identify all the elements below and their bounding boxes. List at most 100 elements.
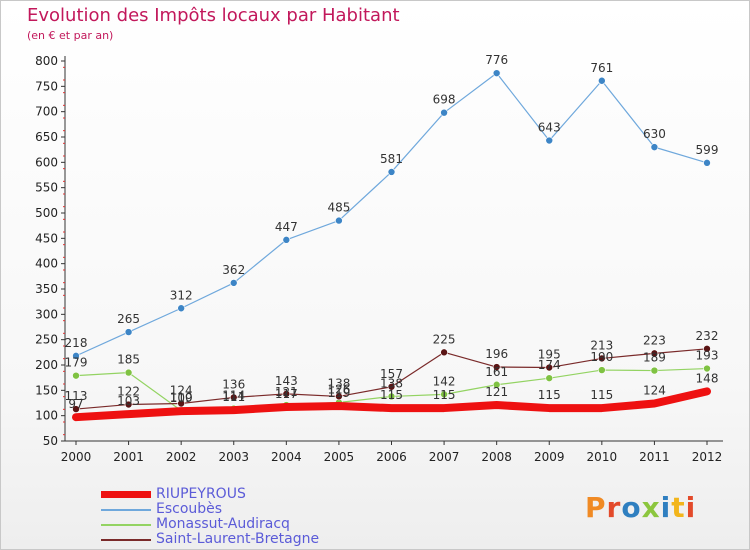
data-point-monassut-audiracq-2011 bbox=[650, 366, 659, 375]
data-point-saint-laurent-bretagne-2002 bbox=[177, 399, 185, 408]
y-tick-label-650: 650 bbox=[35, 130, 58, 144]
data-label-riupeyrous-2006: 115 bbox=[380, 388, 403, 402]
data-point-escoub-s-2002 bbox=[177, 304, 185, 313]
legend-swatch-riupeyrous bbox=[101, 491, 151, 498]
data-label-monassut-audiracq-2011: 189 bbox=[643, 351, 666, 365]
x-tick-label-2003: 2003 bbox=[218, 450, 249, 464]
data-label-escoub-s-2007: 698 bbox=[433, 93, 456, 107]
data-point-escoub-s-2008 bbox=[492, 69, 501, 77]
data-point-saint-laurent-bretagne-2008 bbox=[492, 363, 501, 371]
data-point-escoub-s-2010 bbox=[598, 76, 606, 85]
data-label-riupeyrous-2002: 109 bbox=[170, 391, 193, 405]
data-label-escoub-s-2008: 776 bbox=[485, 53, 508, 67]
data-label-riupeyrous-2011: 124 bbox=[643, 384, 666, 398]
data-label-monassut-audiracq-2003: 114 bbox=[222, 389, 245, 403]
data-label-escoub-s-2011: 630 bbox=[643, 127, 666, 141]
data-label-riupeyrous-2008: 121 bbox=[485, 385, 508, 399]
chart-title: Evolution des Impôts locaux par Habitant bbox=[27, 5, 400, 26]
x-tick-label-2012: 2012 bbox=[692, 450, 723, 464]
data-point-monassut-audiracq-2000 bbox=[72, 371, 80, 380]
x-tick-label-2006: 2006 bbox=[376, 450, 407, 464]
data-point-saint-laurent-bretagne-2000 bbox=[72, 405, 80, 413]
data-label-riupeyrous-2009: 115 bbox=[538, 388, 561, 402]
data-label-monassut-audiracq-2004: 121 bbox=[275, 385, 298, 399]
y-tick-label-600: 600 bbox=[35, 155, 58, 169]
data-label-riupeyrous-2010: 115 bbox=[590, 388, 613, 402]
data-label-monassut-audiracq-2006: 138 bbox=[380, 376, 403, 390]
data-point-saint-laurent-bretagne-2004 bbox=[282, 390, 291, 398]
data-label-monassut-audiracq-2008: 161 bbox=[485, 365, 508, 379]
data-point-monassut-audiracq-2010 bbox=[598, 366, 606, 374]
x-tick-label-2000: 2000 bbox=[61, 450, 92, 464]
legend-swatch-saint-laurent-bretagne bbox=[101, 539, 151, 541]
y-tick-label-350: 350 bbox=[35, 282, 58, 296]
data-point-escoub-s-2001 bbox=[124, 328, 133, 336]
chart-legend: RIUPEYROUS Escoubès Monassut-Audiracq Sa… bbox=[101, 486, 401, 547]
data-point-monassut-audiracq-2012 bbox=[703, 364, 711, 373]
y-tick-label-500: 500 bbox=[35, 206, 58, 220]
y-tick-label-250: 250 bbox=[35, 333, 58, 347]
data-label-saint-laurent-bretagne-2004: 143 bbox=[275, 374, 298, 388]
data-point-escoub-s-2000 bbox=[72, 352, 80, 360]
data-label-escoub-s-2010: 761 bbox=[590, 61, 613, 75]
data-label-riupeyrous-2004: 117 bbox=[275, 387, 298, 401]
legend-item-monassut-audiracq: Monassut-Audiracq bbox=[101, 516, 401, 532]
data-label-escoub-s-2003: 362 bbox=[222, 263, 245, 277]
legend-item-riupeyrous: RIUPEYROUS bbox=[101, 486, 401, 502]
data-point-saint-laurent-bretagne-2012 bbox=[703, 344, 711, 353]
data-label-monassut-audiracq-2010: 190 bbox=[590, 350, 613, 364]
data-label-monassut-audiracq-2000: 179 bbox=[65, 356, 88, 370]
data-label-saint-laurent-bretagne-2000: 113 bbox=[65, 389, 88, 403]
logo-letter: x bbox=[641, 491, 661, 524]
data-point-saint-laurent-bretagne-2006 bbox=[387, 382, 396, 391]
data-point-monassut-audiracq-2007 bbox=[440, 390, 448, 399]
legend-label-monassut-audiracq: Monassut-Audiracq bbox=[156, 516, 290, 532]
logo-letter: t bbox=[671, 491, 686, 524]
data-label-monassut-audiracq-2007: 142 bbox=[433, 374, 456, 388]
legend-label-saint-laurent-bretagne: Saint-Laurent-Bretagne bbox=[156, 531, 320, 547]
series-line-escoub-s bbox=[75, 72, 708, 357]
data-label-saint-laurent-bretagne-2003: 136 bbox=[222, 377, 245, 391]
data-label-riupeyrous-2003: 111 bbox=[222, 390, 245, 404]
data-point-monassut-audiracq-2008 bbox=[492, 380, 501, 389]
data-point-escoub-s-2007 bbox=[440, 108, 448, 117]
data-label-escoub-s-2006: 581 bbox=[380, 152, 403, 166]
data-point-saint-laurent-bretagne-2011 bbox=[650, 349, 659, 358]
y-tick-label-700: 700 bbox=[35, 105, 58, 119]
data-label-riupeyrous-2005: 119 bbox=[327, 386, 350, 400]
x-tick-label-2001: 2001 bbox=[113, 450, 144, 464]
legend-item-escoubes: Escoubès bbox=[101, 501, 401, 517]
y-tick-label-800: 800 bbox=[35, 54, 58, 68]
data-label-saint-laurent-bretagne-2007: 225 bbox=[433, 332, 456, 346]
y-tick-label-750: 750 bbox=[35, 79, 58, 93]
data-label-escoub-s-2001: 265 bbox=[117, 312, 140, 326]
data-point-saint-laurent-bretagne-2007 bbox=[440, 348, 448, 357]
legend-swatch-monassut-audiracq bbox=[101, 524, 151, 526]
data-label-escoub-s-2000: 218 bbox=[65, 336, 88, 350]
data-label-saint-laurent-bretagne-2012: 232 bbox=[696, 329, 719, 343]
legend-item-saint-laurent-bretagne: Saint-Laurent-Bretagne bbox=[101, 531, 401, 547]
data-label-saint-laurent-bretagne-2006: 157 bbox=[380, 367, 403, 381]
data-label-monassut-audiracq-2012: 193 bbox=[696, 349, 719, 363]
logo-letter: P bbox=[585, 491, 607, 524]
data-label-saint-laurent-bretagne-2002: 124 bbox=[170, 384, 193, 398]
y-tick-label-400: 400 bbox=[35, 257, 58, 271]
data-point-escoub-s-2009 bbox=[545, 136, 554, 145]
data-point-escoub-s-2005 bbox=[335, 216, 343, 225]
data-label-saint-laurent-bretagne-2011: 223 bbox=[643, 333, 666, 347]
x-tick-label-2010: 2010 bbox=[587, 450, 618, 464]
x-tick-label-2007: 2007 bbox=[429, 450, 460, 464]
data-label-escoub-s-2005: 485 bbox=[327, 201, 350, 215]
y-tick-label-550: 550 bbox=[35, 181, 58, 195]
logo-letter: o bbox=[621, 491, 642, 524]
data-label-saint-laurent-bretagne-2010: 213 bbox=[590, 338, 613, 352]
data-point-saint-laurent-bretagne-2010 bbox=[598, 354, 606, 363]
legend-label-riupeyrous: RIUPEYROUS bbox=[156, 486, 246, 502]
logo-letter: r bbox=[606, 491, 622, 524]
data-point-escoub-s-2003 bbox=[229, 279, 238, 287]
data-point-saint-laurent-bretagne-2005 bbox=[335, 392, 343, 401]
legend-swatch-escoubes bbox=[101, 509, 151, 511]
data-label-escoub-s-2012: 599 bbox=[696, 143, 719, 157]
